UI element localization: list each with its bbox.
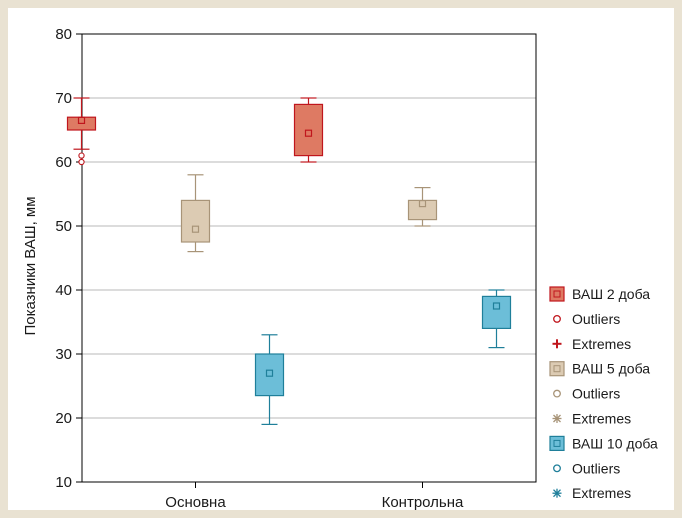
- median-marker: [265, 369, 274, 377]
- y-tick-label: 30: [55, 346, 72, 363]
- legend-label: Outliers: [572, 311, 620, 327]
- box-marks: [66, 97, 512, 425]
- box-2-1: [180, 174, 211, 253]
- x-tick-label: Основна: [165, 494, 226, 510]
- box-2-2: [407, 187, 438, 227]
- y-tick-label: 70: [55, 90, 72, 107]
- legend-item-6: Extremes: [552, 411, 631, 427]
- legend-item-2: Outliers: [553, 311, 620, 327]
- median-marker: [304, 129, 313, 137]
- legend-item-9: Extremes: [552, 485, 631, 501]
- box-3-1: [254, 334, 285, 425]
- y-axis-label: Показники ВАШ, мм: [22, 196, 39, 335]
- legend-label: ВАШ 5 доба: [572, 361, 650, 377]
- legend-median-swatch: [553, 439, 561, 447]
- x-tick-label: Контрольна: [382, 494, 464, 510]
- y-tick-label: 50: [55, 218, 72, 235]
- legend-label: Extremes: [572, 411, 631, 427]
- y-tick-label: 40: [55, 282, 72, 299]
- legend-box-swatch: [549, 435, 565, 451]
- legend: ВАШ 2 доба Outliers Extremes ВАШ 5 доба Outl…: [549, 286, 658, 501]
- legend-label: Extremes: [572, 485, 631, 501]
- legend-item-4: ВАШ 5 доба: [549, 361, 650, 377]
- outlier-point: [78, 158, 85, 166]
- median-marker: [418, 200, 427, 208]
- outlier-point: [78, 152, 85, 159]
- box-1-1: [66, 97, 97, 166]
- legend-item-7: ВАШ 10 доба: [549, 435, 658, 451]
- legend-box-swatch: [549, 361, 565, 377]
- axes: 10 20 30 40 50 60 70 80 Основна Контрольна: [55, 26, 537, 511]
- legend-item-8: Outliers: [553, 460, 620, 476]
- legend-median-swatch: [553, 290, 561, 298]
- box-1-2: [293, 97, 324, 163]
- legend-label: Outliers: [572, 460, 620, 476]
- legend-item-5: Outliers: [553, 386, 620, 402]
- y-tick-label: 20: [55, 410, 72, 427]
- y-tick-label: 80: [55, 26, 72, 43]
- legend-outlier-symbol: [553, 464, 561, 473]
- legend-item-3: Extremes: [552, 336, 631, 352]
- y-tick-label: 10: [55, 474, 72, 491]
- chart-frame: 10 20 30 40 50 60 70 80 Основна Контрольна ВАШ 2 …: [8, 8, 674, 511]
- box-iqr: [407, 199, 438, 221]
- legend-label: Outliers: [572, 386, 620, 402]
- box-iqr: [481, 295, 512, 329]
- legend-box-swatch: [549, 286, 565, 302]
- legend-label: Extremes: [572, 336, 631, 352]
- median-marker: [191, 225, 200, 233]
- y-tick-label: 60: [55, 154, 72, 171]
- median-marker: [77, 116, 86, 125]
- legend-item-1: ВАШ 2 доба: [549, 286, 650, 302]
- legend-label: ВАШ 2 доба: [572, 286, 650, 302]
- legend-extreme-symbol: [553, 414, 561, 423]
- legend-outlier-symbol: [553, 314, 561, 323]
- box-iqr: [254, 353, 285, 397]
- legend-extreme-symbol: [553, 489, 561, 498]
- legend-label: ВАШ 10 доба: [572, 435, 658, 451]
- box-plot-chart: 10 20 30 40 50 60 70 80 Основна Контрольна ВАШ 2 …: [22, 26, 658, 511]
- median-marker: [492, 302, 501, 310]
- box-3-2: [481, 289, 512, 349]
- box-iqr: [180, 199, 211, 243]
- legend-median-swatch: [553, 365, 561, 373]
- legend-outlier-symbol: [553, 389, 561, 398]
- plot-area-border: [81, 33, 537, 483]
